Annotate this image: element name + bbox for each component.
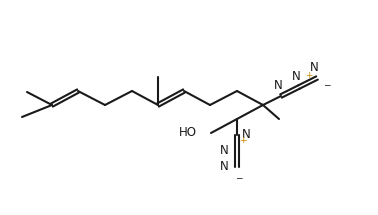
Text: N: N (242, 129, 251, 141)
Text: +: + (305, 71, 313, 80)
Text: N: N (291, 70, 301, 83)
Text: HO: HO (179, 126, 197, 140)
Text: N: N (310, 61, 318, 74)
Text: −: − (323, 80, 330, 89)
Text: +: + (239, 136, 246, 145)
Text: N: N (220, 161, 229, 174)
Text: −: − (235, 173, 243, 182)
Text: N: N (274, 79, 282, 92)
Text: N: N (220, 144, 229, 158)
